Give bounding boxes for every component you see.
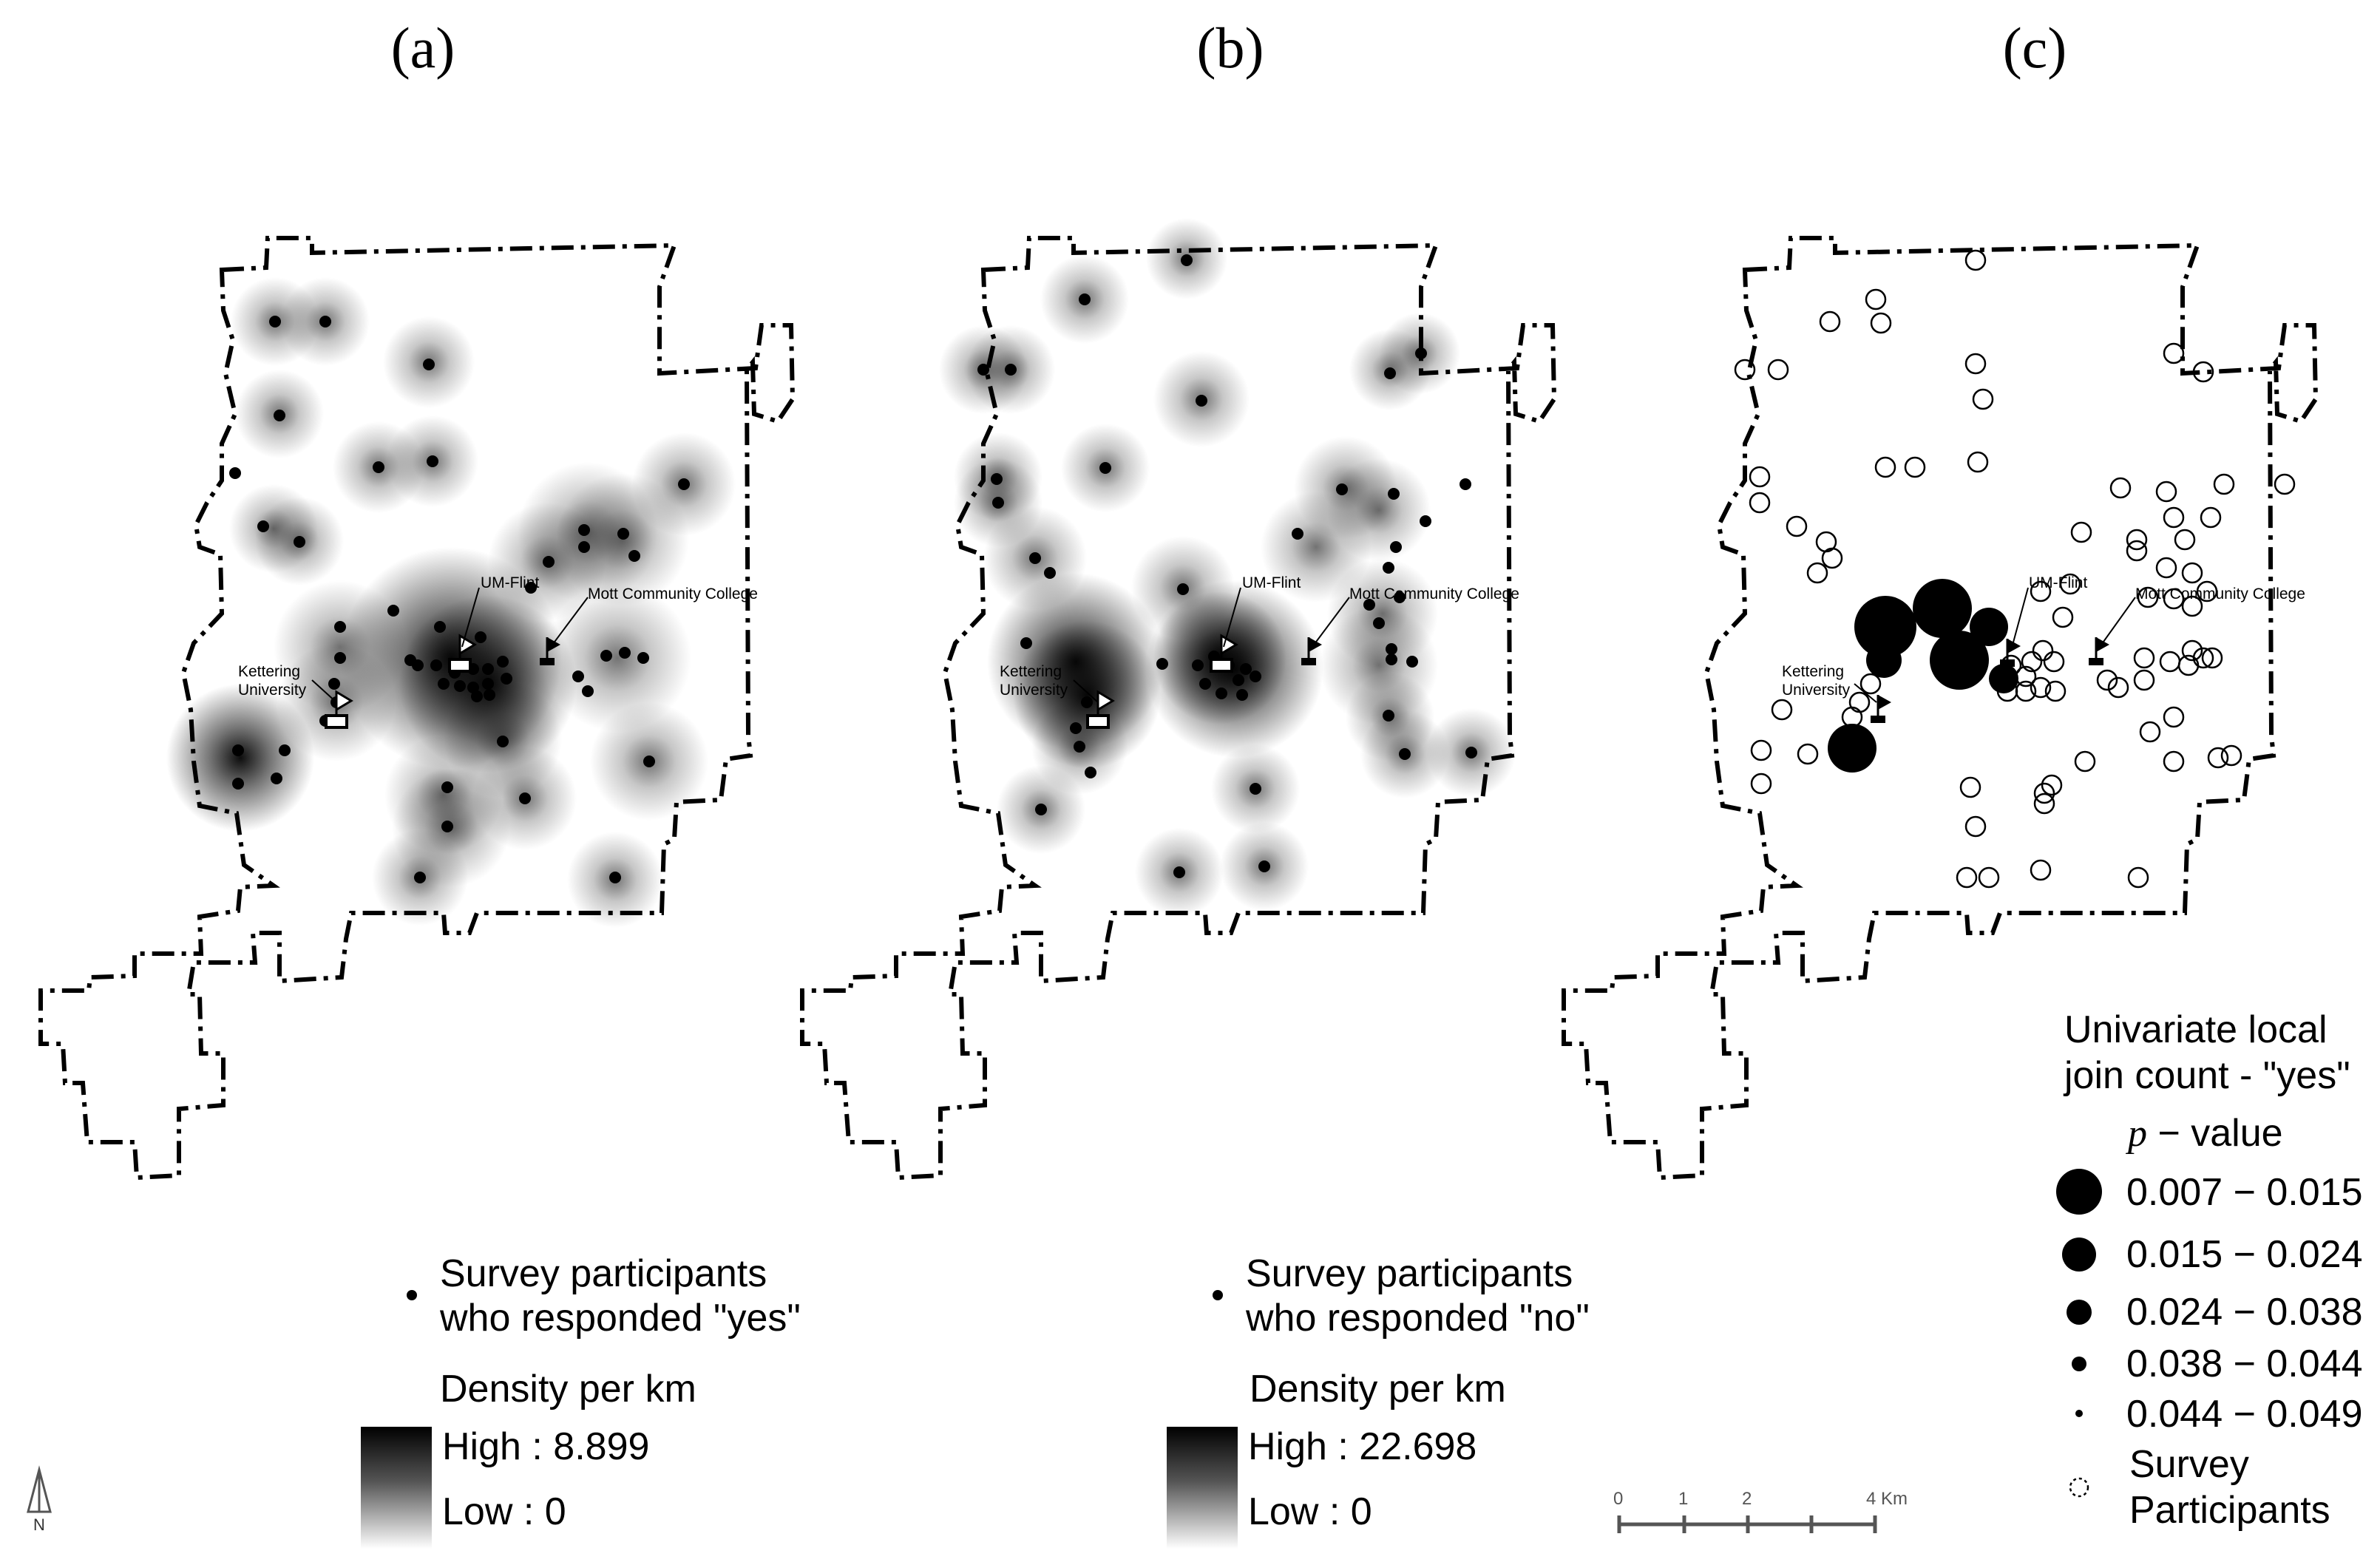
legend-b-dot [1213,1290,1223,1300]
campus-markers-b: UM-Flint Mott Community College Ketterin… [1000,574,1519,729]
kettering-label-a-1: Kettering [238,663,300,680]
mott-label-b: Mott Community College [1349,585,1519,602]
legend-c-pvalue-italic: p [2128,1113,2147,1155]
scale-tick-2: 2 [1742,1489,1752,1509]
density-surface-b [939,218,1516,917]
panel-b-title: (b) [1196,16,1264,80]
kettering-label-c-1: Kettering [1782,663,1844,680]
um-flint-label-c: UM-Flint [2029,574,2087,591]
mott-label-a: Mott Community College [588,585,758,602]
map-panel-a: UM-Flint Mott Community College Ketterin… [41,238,793,1178]
legend-c-title-line2: join count - "yes" [2064,1054,2350,1097]
legend-c-pvalue-rest: − value [2147,1112,2283,1155]
legend-a-ramp [361,1427,432,1549]
kettering-label-b-2: University [1000,682,1068,699]
north-label: N [33,1515,45,1534]
scale-tick-4km: 4 Km [1866,1489,1908,1509]
legend-c-title-line1: Univariate local [2064,1008,2328,1051]
yes-points-a [229,316,690,883]
no-points-b [977,254,1477,878]
kettering-label-a-2: University [238,682,307,699]
kettering-label-c-2: University [1782,682,1851,699]
um-flint-flag-icon [1998,637,2022,668]
legend-a-participants-line1: Survey participants [440,1252,767,1295]
join-count-significant-points-c [1828,579,2018,773]
legend-c-class-1: 0.007 − 0.015 [2126,1171,2363,1214]
legend-a-low: Low : 0 [442,1490,566,1533]
mott-flag-icon [2087,636,2111,667]
map-panel-b: UM-Flint Mott Community College Ketterin… [802,218,1554,1178]
kettering-label-b-1: Kettering [1000,663,1062,680]
legend-b-participants-line1: Survey participants [1246,1252,1573,1295]
legend-c-survey-line1: Survey [2129,1443,2249,1486]
panel-c-title: (c) [2002,16,2067,80]
map-panel-c: UM-Flint Mott Community College Ketterin… [1564,238,2380,1178]
legend-a-high: High : 8.899 [442,1425,650,1468]
legend-c-pvalue: p − value [2128,1110,2283,1157]
um-flint-label-a: UM-Flint [481,574,539,591]
um-flint-label-b: UM-Flint [1242,574,1301,591]
legend-b-low: Low : 0 [1248,1490,1372,1533]
legend-a-dot [407,1290,417,1300]
legend-c-survey-line2: Participants [2129,1489,2330,1532]
legend-c-symbols [2056,1169,2102,1498]
legend-b-high: High : 22.698 [1248,1425,1477,1468]
legend-b-ramp [1167,1427,1238,1549]
campus-markers-c: UM-Flint Mott Community College Ketterin… [1782,574,2305,724]
mott-label-c: Mott Community College [2135,585,2305,602]
scale-tick-0: 0 [1613,1489,1623,1509]
legend-a-density-title: Density per km [440,1368,696,1410]
legend-c-class-3: 0.024 − 0.038 [2126,1291,2363,1334]
legend-b-density-title: Density per km [1250,1368,1506,1410]
panel-a-title: (a) [390,16,455,80]
legend-c-class-2: 0.015 − 0.024 [2126,1233,2363,1276]
scale-bar-labels: 0 1 2 4 Km [1613,1489,1908,1509]
legend-c-class-4: 0.038 − 0.044 [2126,1342,2363,1385]
survey-participant-circles-c [1734,249,2296,889]
legend-c-class-5: 0.044 − 0.049 [2126,1393,2363,1436]
scale-tick-1: 1 [1678,1489,1688,1509]
scale-bar [1617,1515,1877,1533]
legend-b-participants-line2: who responded "no" [1246,1297,1590,1340]
legend-a-participants-line2: who responded "yes" [440,1297,801,1340]
north-arrow-icon: N [27,1465,52,1534]
campus-markers-a: UM-Flint Mott Community College Ketterin… [238,574,758,729]
